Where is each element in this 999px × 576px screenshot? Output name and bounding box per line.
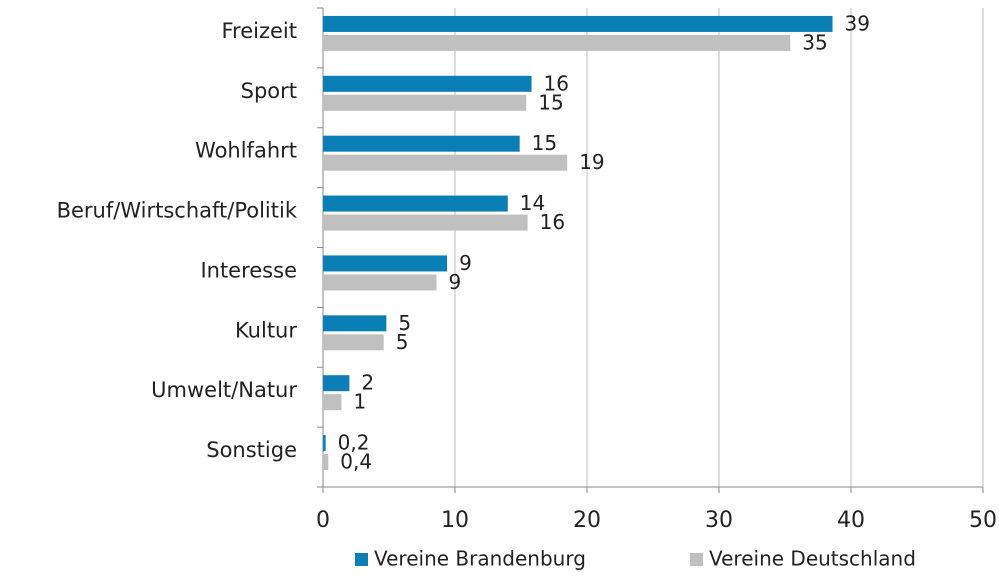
bar — [323, 34, 791, 51]
legend-label: Vereine Deutschland — [709, 547, 916, 571]
y-tick-label: Interesse — [200, 258, 297, 282]
value-label: 16 — [544, 71, 569, 95]
value-label: 5 — [398, 311, 411, 335]
bar — [323, 135, 520, 152]
x-tick-label: 20 — [573, 508, 601, 533]
bar — [323, 94, 527, 111]
y-tick-label: Freizeit — [222, 19, 298, 43]
bar — [323, 375, 350, 392]
bar — [323, 394, 342, 411]
x-tick-label: 0 — [316, 508, 330, 533]
bar — [323, 75, 532, 92]
value-label: 16 — [540, 210, 565, 234]
value-label: 9 — [449, 270, 462, 294]
y-tick-label: Sport — [241, 79, 297, 103]
bar — [323, 315, 387, 332]
value-label: 9 — [459, 251, 472, 275]
value-label: 14 — [520, 191, 545, 215]
value-label: 19 — [579, 150, 604, 174]
bar — [323, 154, 568, 171]
bar — [323, 195, 508, 212]
bar — [323, 454, 329, 471]
y-tick-label: Kultur — [235, 318, 297, 342]
value-label: 39 — [845, 11, 870, 35]
bar — [323, 274, 437, 291]
value-label: 35 — [802, 30, 827, 54]
bar — [323, 255, 448, 272]
value-label: 2 — [361, 371, 374, 395]
x-tick-label: 30 — [705, 508, 733, 533]
value-label: 15 — [538, 90, 563, 114]
y-tick-label: Wohlfahrt — [195, 139, 297, 163]
bar — [323, 214, 528, 231]
bar — [323, 334, 384, 351]
value-label: 1 — [353, 390, 366, 414]
y-tick-label: Beruf/Wirtschaft/Politik — [57, 199, 298, 223]
value-label: 0,2 — [338, 431, 370, 455]
y-tick-label: Umwelt/Natur — [151, 378, 297, 402]
bar — [323, 435, 326, 452]
x-tick-label: 40 — [837, 508, 865, 533]
legend-label: Vereine Brandenburg — [374, 547, 586, 571]
y-tick-label: Sonstige — [206, 438, 297, 462]
legend-swatch — [690, 553, 703, 566]
value-label: 5 — [396, 330, 409, 354]
x-tick-label: 50 — [969, 508, 997, 533]
value-label: 0,4 — [340, 450, 372, 474]
bar — [323, 15, 833, 32]
legend-swatch — [355, 553, 368, 566]
value-label: 15 — [532, 131, 557, 155]
x-tick-label: 10 — [441, 508, 469, 533]
